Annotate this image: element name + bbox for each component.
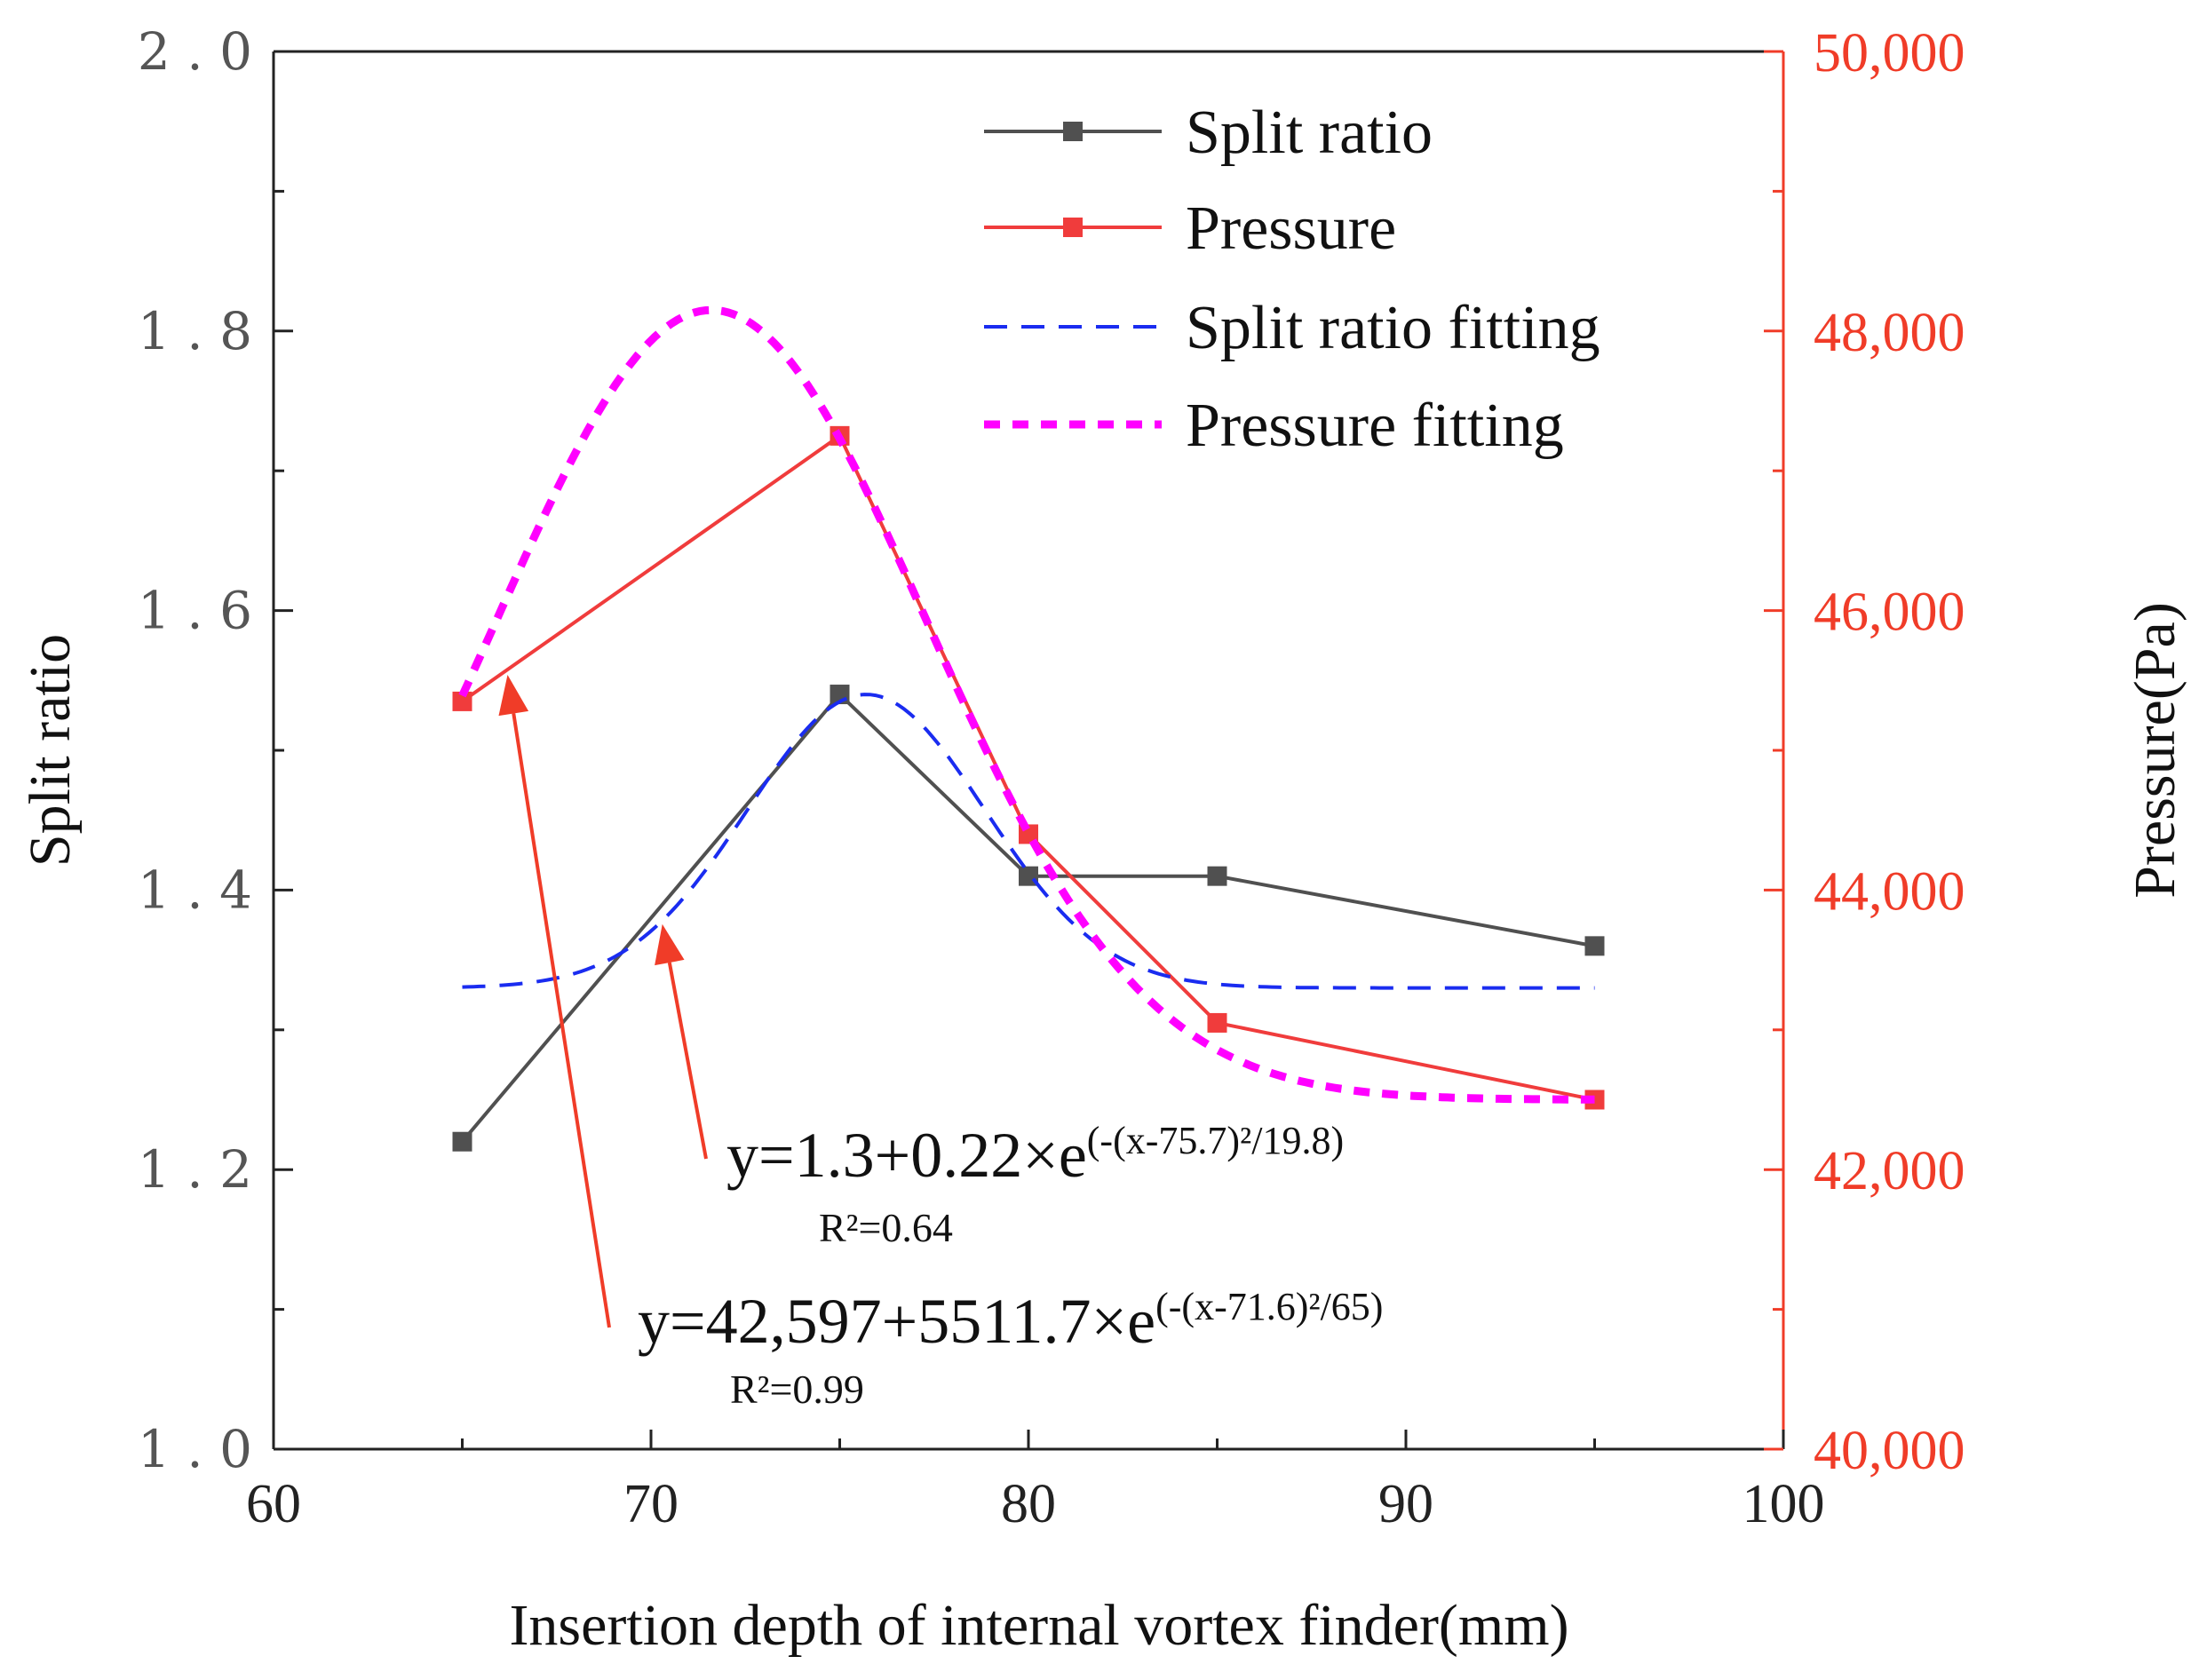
series-line-pressure (461, 432, 1595, 1102)
series-layer (452, 305, 1605, 1328)
series-line-pressure-fitting (458, 305, 1595, 1104)
y-right-tick-label: 44,000 (1814, 861, 1965, 922)
pressure-fit-arrow (498, 675, 611, 1328)
split-fit-r2: R²=0.64 (819, 1205, 953, 1250)
y-right-tick-label: 42,000 (1814, 1141, 1965, 1201)
split-fit-arrow (655, 923, 708, 1160)
data-point-pressure (452, 691, 472, 711)
svg-text:y=1.3+0.22×e(-(x-75.7)²/19.8): y=1.3+0.22×e(-(x-75.7)²/19.8) (726, 1119, 1344, 1191)
legend-item-split-ratio-fitting: Split ratio fitting (984, 294, 1600, 362)
data-point-split-ratio (452, 1131, 472, 1152)
y-left-tick-label: 1 . 0 (138, 1419, 252, 1479)
y-left-tick-label: 1 . 6 (138, 581, 252, 641)
data-point-pressure (1207, 1012, 1227, 1033)
y-right-tick-label: 40,000 (1814, 1421, 1965, 1481)
legend-marker (1063, 218, 1083, 237)
legend-label: Pressure fitting (1186, 392, 1564, 460)
legend-label: Split ratio fitting (1186, 294, 1600, 362)
y-right-tick-label: 46,000 (1814, 582, 1965, 643)
data-point-split-ratio (1207, 866, 1227, 886)
split-fit-annotation: y=1.3+0.22×e(-(x-75.7)²/19.8) R²=0.64 (726, 1119, 1344, 1250)
pressure-fit-r2: R²=0.99 (730, 1367, 864, 1412)
legend: Split ratio Pressure Split ratio fitting Pr… (984, 99, 1600, 460)
x-axis-title: Insertion depth of internal vortex finde… (509, 1593, 1568, 1658)
x-tick-label: 70 (623, 1474, 679, 1534)
x-tick-label: 100 (1743, 1474, 1825, 1534)
series-line-split-ratio-fitting (462, 693, 1595, 990)
legend-marker (1063, 122, 1083, 141)
data-point-split-ratio (1584, 936, 1605, 956)
split-fit-equation-base: y=1.3+0.22×e (726, 1120, 1087, 1191)
svg-text:y=42,597+5511.7×e(-(x-71.6)²/6: y=42,597+5511.7×e(-(x-71.6)²/65) (638, 1285, 1383, 1357)
axes-layer: 60 70 80 90 100 1 . 0 1 . 2 1 . 4 1 . 6 1 . 8 2 . … (138, 21, 1965, 1534)
y-left-tick-label: 1 . 2 (138, 1139, 252, 1200)
y-left-tick-label: 1 . 4 (138, 860, 252, 920)
pressure-fit-equation-exponent: (-(x-71.6)²/65) (1155, 1285, 1383, 1328)
pressure-fit-annotation: y=42,597+5511.7×e(-(x-71.6)²/65) R²=0.99 (638, 1285, 1383, 1412)
legend-item-split-ratio: Split ratio (984, 99, 1433, 167)
x-tick-label: 60 (246, 1474, 301, 1534)
split-fit-equation-exponent: (-(x-75.7)²/19.8) (1087, 1119, 1344, 1162)
legend-label: Split ratio (1186, 99, 1433, 167)
y-right-tick-label: 50,000 (1814, 23, 1965, 83)
y-left-tick-label: 1 . 8 (138, 301, 252, 361)
legend-item-pressure: Pressure (984, 194, 1396, 263)
y-axis-left-title: Split ratio (18, 634, 83, 867)
y-right-tick-label: 48,000 (1814, 303, 1965, 363)
pressure-fit-equation-base: y=42,597+5511.7×e (638, 1286, 1155, 1357)
y-axis-right-title: Pressure(Pa) (2123, 602, 2187, 899)
y-left-tick-label: 2 . 0 (138, 21, 252, 82)
x-tick-label: 80 (1001, 1474, 1056, 1534)
legend-label: Pressure (1186, 194, 1396, 263)
legend-item-pressure-fitting: Pressure fitting (984, 392, 1564, 460)
series-line-split-ratio (460, 692, 1595, 1143)
x-tick-label: 90 (1378, 1474, 1433, 1534)
